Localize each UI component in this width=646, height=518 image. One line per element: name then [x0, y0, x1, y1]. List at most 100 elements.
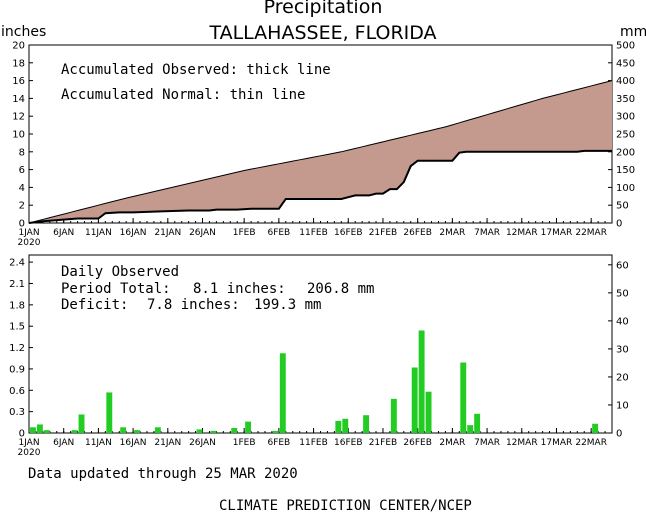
daily-precip-bar [36, 424, 43, 433]
accum-xtick-label: 1FEB [233, 228, 256, 238]
accum-xtick-label: 16FEB [334, 228, 363, 238]
accum-xtick-label: 12MAR [506, 228, 538, 238]
accum-ytick-right-label: 400 [616, 76, 635, 87]
daily-precip-bar [425, 391, 432, 433]
daily-precip-bar [279, 353, 286, 433]
accum-xtick-label: 26FEB [403, 228, 432, 238]
accum-xtick-label: 11JAN [85, 228, 112, 238]
daily-xtick-label: 16JAN [120, 438, 147, 448]
daily-ytick-label: 0.9 [9, 364, 25, 375]
accum-xtick-label: 6FEB [267, 228, 290, 238]
period-total-inches: 8.1 inches: [193, 281, 286, 297]
accum-xtick-label: 21JAN [154, 228, 181, 238]
accum-ytick-label: 20 [12, 41, 25, 52]
daily-precip-bar [363, 415, 370, 433]
period-total-mm: 206.8 mm [307, 281, 375, 297]
accum-ytick-label: 2 [19, 201, 25, 212]
daily-ytick-label: 1.2 [9, 343, 25, 354]
daily-ytick-right-label: 0 [616, 429, 622, 440]
chart-subtitle: TALLAHASSEE, FLORIDA [209, 22, 437, 44]
accum-ytick-label: 0 [19, 219, 25, 230]
daily-precip-bar [71, 430, 78, 433]
daily-xtick-label: 12MAR [506, 438, 538, 448]
accum-ytick-label: 4 [19, 183, 25, 194]
deficit-label: Deficit: [61, 297, 129, 313]
accum-xtick-label: 22MAR [575, 228, 607, 238]
deficit-inches: 7.8 inches: [147, 297, 240, 313]
credit-line: CLIMATE PREDICTION CENTER/NCEP [219, 498, 472, 514]
accum-xtick-label: 17MAR [541, 228, 573, 238]
deficit-mm: 199.3 mm [254, 297, 322, 313]
daily-xtick-label: 26JAN [189, 438, 216, 448]
daily-ytick-right-label: 50 [616, 288, 629, 299]
daily-precip-bar [592, 423, 599, 433]
daily-precip-bar [390, 398, 397, 433]
daily-ytick-right-label: 30 [616, 344, 629, 355]
daily-xtick-label: 22MAR [575, 438, 607, 448]
daily-xtick-year: 2020 [18, 448, 41, 458]
daily-precip-bar [335, 420, 342, 433]
daily-precip-bar [245, 421, 252, 433]
daily-precip-bar [418, 330, 425, 433]
accum-ytick-right-label: 300 [616, 112, 635, 123]
daily-ytick-right-label: 60 [616, 260, 629, 271]
daily-precip-bar [30, 427, 36, 433]
chart-title: Precipitation [263, 0, 383, 18]
daily-xtick-label: 11JAN [85, 438, 112, 448]
deficit-fill-area [29, 80, 612, 223]
legend-observed: Accumulated Observed: thick line [61, 62, 331, 78]
normal-accum-line [28, 80, 613, 224]
accum-xtick-year: 2020 [18, 238, 41, 248]
daily-xtick-label: 26FEB [403, 438, 432, 448]
accum-xtick-label: 11FEB [299, 228, 328, 238]
daily-xtick-label: 21JAN [154, 438, 181, 448]
accum-xtick-label: 6JAN [53, 228, 74, 238]
daily-precip-bar [272, 430, 279, 433]
daily-precip-bar [106, 392, 113, 433]
accum-ytick-right-label: 150 [616, 165, 635, 176]
data-updated-note: Data updated through 25 MAR 2020 [28, 466, 298, 482]
daily-xtick-label: 7MAR [474, 438, 500, 448]
daily-ytick-label: 0 [19, 429, 25, 440]
accum-ytick-right-label: 200 [616, 147, 635, 158]
daily-xtick-label: 6JAN [53, 438, 74, 448]
daily-ytick-right-label: 20 [616, 372, 629, 383]
daily-xtick-label: 6FEB [267, 438, 290, 448]
daily-xtick-label: 17MAR [541, 438, 573, 448]
daily-precip-bar [231, 428, 238, 433]
accum-ytick-right-label: 250 [616, 130, 635, 141]
daily-ytick-right-label: 40 [616, 316, 629, 327]
accum-ytick-right-label: 50 [616, 201, 629, 212]
period-total-label: Period Total: [61, 281, 171, 297]
daily-observed-label: Daily Observed [61, 264, 180, 280]
accum-xtick-label: 21FEB [369, 228, 398, 238]
accum-xtick-label: 26JAN [189, 228, 216, 238]
daily-ytick-label: 0.6 [9, 386, 25, 397]
daily-precip-bar [342, 418, 349, 433]
accum-ytick-right-label: 100 [616, 183, 635, 194]
accum-ytick-label: 6 [19, 165, 25, 176]
daily-ytick-label: 1.8 [9, 300, 25, 311]
accum-xtick-label: 7MAR [474, 228, 500, 238]
daily-ytick-label: 0.3 [9, 407, 25, 418]
accum-ytick-label: 18 [12, 58, 25, 69]
daily-ytick-label: 1.5 [9, 322, 25, 333]
left-axis-unit: inches [1, 24, 47, 40]
daily-precip-bar [154, 427, 161, 433]
daily-xtick-label: 11FEB [299, 438, 328, 448]
accum-ytick-label: 10 [12, 130, 25, 141]
daily-precip-bar [411, 367, 418, 433]
observed-accum-line [28, 149, 612, 224]
right-axis-unit: mm [620, 24, 646, 40]
accum-ytick-right-label: 350 [616, 94, 635, 105]
accum-xtick-label: 1JAN [18, 228, 39, 238]
accum-ytick-label: 8 [19, 147, 25, 158]
daily-precip-bar [120, 427, 127, 433]
daily-precip-bar [210, 430, 217, 433]
daily-precip-bar [467, 425, 474, 433]
daily-precip-bar [78, 414, 85, 433]
daily-xtick-label: 21FEB [369, 438, 398, 448]
daily-ytick-label: 2.4 [9, 258, 25, 269]
accum-ytick-label: 14 [12, 94, 25, 105]
